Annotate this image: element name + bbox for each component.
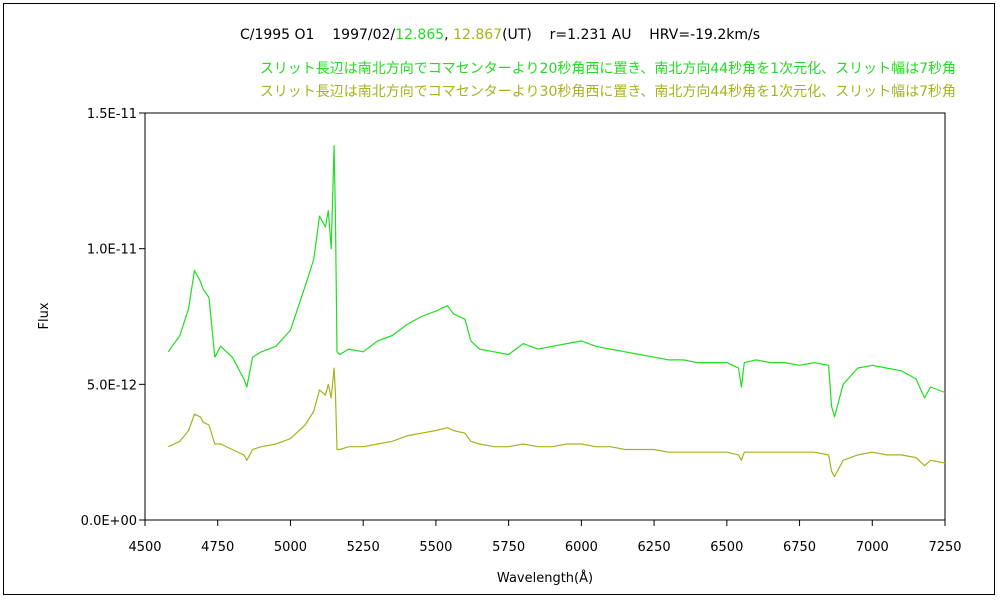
series-line-2 <box>168 367 946 478</box>
x-tick-label: 6500 <box>710 540 743 555</box>
series-2-label: スリット長辺は南北方向でコマセンターより30秒角西に置き、南北方向44秒角を1次… <box>259 84 956 100</box>
x-tick-label: 6250 <box>638 540 671 555</box>
series-1-label: スリット長辺は南北方向でコマセンターより20秒角西に置き、南北方向44秒角を1次… <box>259 61 956 77</box>
series-group <box>167 145 946 478</box>
x-tick-label: 5000 <box>274 540 307 555</box>
y-axis-label: Flux <box>37 302 52 329</box>
y-tick-label: 0.0E+00 <box>81 514 137 529</box>
x-tick-label: 6750 <box>783 540 816 555</box>
title-time-1: 12.865 <box>395 27 445 43</box>
title-separator: , <box>444 27 454 43</box>
x-axis: 4500 4750 5000 5250 5500 5750 6000 6250 6500 6750… <box>128 520 962 555</box>
x-tick-label: 5250 <box>347 540 380 555</box>
x-axis-label: Wavelength(Å) <box>497 570 593 586</box>
title-date: 1997/02/ <box>332 27 396 43</box>
x-tick-label: 7000 <box>856 540 889 555</box>
chart-frame <box>3 3 995 595</box>
title-object: C/1995 O1 <box>239 27 315 43</box>
x-tick-label: 4500 <box>128 540 161 555</box>
series-line-1 <box>167 145 946 418</box>
y-axis: 0.0E+00 5.0E-12 1.0E-11 1.5E-11 <box>81 107 145 529</box>
x-tick-label: 5750 <box>492 540 525 555</box>
y-tick-label: 1.0E-11 <box>87 243 137 258</box>
y-tick-label: 1.5E-11 <box>87 107 137 122</box>
x-tick-label: 7250 <box>928 540 961 555</box>
title-hrv: HRV=-19.2km/s <box>649 27 761 43</box>
x-tick-label: 4750 <box>201 540 234 555</box>
x-tick-label: 5500 <box>419 540 452 555</box>
title-ut: (UT) <box>502 27 532 43</box>
plot-area <box>144 112 946 521</box>
y-tick-label: 5.0E-12 <box>87 378 137 393</box>
title-r: r=1.231 AU <box>549 27 632 43</box>
chart-title: C/1995 O1 1997/02/12.865, 12.867(UT) r=1… <box>0 27 1000 43</box>
title-time-2: 12.867 <box>453 27 503 43</box>
x-tick-label: 6000 <box>565 540 598 555</box>
